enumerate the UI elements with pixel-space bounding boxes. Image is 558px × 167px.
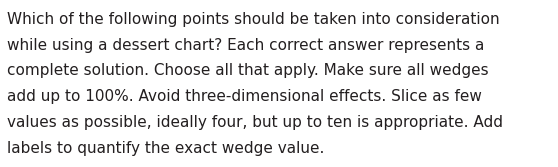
Text: Which of the following points should be taken into consideration: Which of the following points should be … — [7, 12, 500, 27]
Text: complete solution. Choose all that apply. Make sure all wedges: complete solution. Choose all that apply… — [7, 63, 489, 78]
Text: add up to 100%. Avoid three-dimensional effects. Slice as few: add up to 100%. Avoid three-dimensional … — [7, 89, 482, 104]
Text: labels to quantify the exact wedge value.: labels to quantify the exact wedge value… — [7, 141, 325, 156]
Text: while using a dessert chart? Each correct answer represents a: while using a dessert chart? Each correc… — [7, 38, 485, 53]
Text: values as possible, ideally four, but up to ten is appropriate. Add: values as possible, ideally four, but up… — [7, 115, 503, 130]
